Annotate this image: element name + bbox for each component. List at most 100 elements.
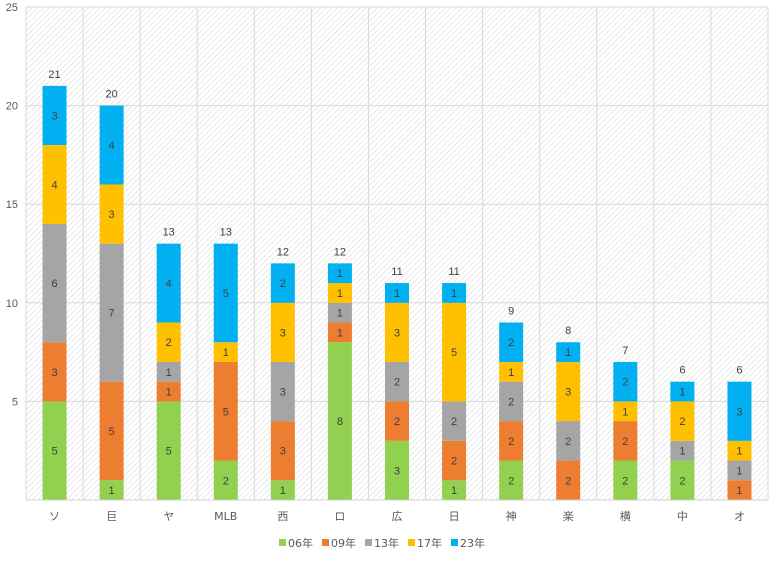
bar-stack: 5 3 6 4 3 21 [42, 69, 67, 500]
data-label: 1 [109, 485, 115, 497]
x-tick-label: 中 [677, 510, 688, 523]
total-label: 6 [736, 365, 742, 377]
y-tick-label: 15 [6, 199, 18, 211]
data-label: 2 [508, 396, 514, 408]
data-label: 2 [451, 456, 457, 468]
bar-segment [99, 480, 124, 500]
data-label: 1 [508, 367, 514, 379]
legend-label: 17年 [417, 536, 442, 550]
bar-segment [385, 440, 409, 500]
data-label: 3 [51, 110, 57, 122]
data-label: 2 [508, 337, 514, 349]
x-tick-label: 巨 [106, 510, 117, 523]
bar-segment [727, 460, 752, 481]
bar-segment [156, 243, 181, 323]
data-label: 2 [394, 377, 400, 389]
data-label: 1 [451, 485, 457, 497]
bar-segment [156, 361, 181, 382]
legend-item: 06年 [279, 536, 313, 550]
bar-segment [327, 322, 352, 343]
data-label: 1 [280, 485, 286, 497]
bar-segment [442, 440, 467, 481]
x-tick-label: ソ [49, 510, 60, 523]
bar-segment [327, 342, 352, 500]
legend-label: 23年 [460, 536, 485, 550]
bar-segment [499, 421, 524, 461]
bar-segment [385, 361, 409, 402]
bar-segment [327, 263, 352, 284]
legend-label: 09年 [331, 536, 356, 550]
data-label: 2 [565, 436, 571, 448]
data-label: 1 [166, 387, 172, 399]
data-label: 2 [508, 475, 514, 487]
gridlines [25, 6, 769, 500]
legend-item: 13年 [365, 536, 399, 550]
bar-stack: 2 1 2 1 6 [670, 365, 695, 500]
bar-stack: 1 3 3 3 2 12 [270, 246, 295, 500]
bar-stack: 2 2 1 2 7 [613, 345, 638, 500]
data-label: 1 [736, 485, 742, 497]
bar-segment [442, 283, 467, 303]
data-label: 3 [51, 367, 57, 379]
bar-stack: 1 5 7 3 4 20 [99, 89, 124, 500]
total-label: 8 [565, 325, 571, 337]
data-label: 2 [565, 475, 571, 487]
legend-item: 09年 [322, 536, 356, 550]
total-label: 13 [220, 227, 232, 239]
bar-stack: 8 1 1 1 1 12 [327, 246, 352, 500]
data-label: 3 [736, 406, 742, 418]
bar-segment [499, 460, 524, 500]
bar-segment [727, 381, 752, 441]
bar-segment [556, 361, 581, 422]
legend-swatch [451, 539, 458, 546]
bar-segment [270, 302, 295, 362]
total-label: 9 [508, 306, 514, 318]
x-tick-label: 日 [449, 510, 460, 523]
data-label: 7 [109, 308, 115, 320]
x-tick-label: ロ [334, 510, 345, 523]
bar-stack: 5 1 1 2 4 13 [156, 227, 181, 500]
data-label: 1 [565, 347, 571, 359]
legend: 06年 09年 13年 17年 23年 [279, 536, 485, 550]
legend-item: 17年 [408, 536, 442, 550]
data-label: 1 [736, 465, 742, 477]
bar-segment [670, 401, 695, 441]
data-label: 2 [622, 436, 628, 448]
data-label: 5 [223, 406, 229, 418]
bar-segment [213, 342, 238, 362]
bar-segment [727, 480, 752, 500]
x-tick-label: 横 [620, 509, 631, 523]
bar-segment [556, 460, 581, 500]
bar-segment [385, 302, 409, 362]
data-label: 2 [622, 377, 628, 389]
data-label: 1 [337, 288, 343, 300]
bar-segment [499, 322, 524, 362]
bar-segment [156, 381, 181, 402]
bar-segment [613, 361, 638, 402]
y-tick-label: 20 [6, 101, 18, 113]
total-label: 20 [105, 89, 117, 101]
data-label: 2 [622, 475, 628, 487]
bar-segment [213, 460, 238, 500]
data-label: 1 [223, 347, 229, 359]
data-label: 3 [394, 327, 400, 339]
data-label: 5 [166, 446, 172, 458]
total-label: 6 [679, 365, 685, 377]
bar-segment [385, 401, 409, 441]
legend-swatch [365, 539, 372, 546]
bar-segment [42, 342, 67, 402]
bar-segment [442, 302, 467, 402]
data-label: 3 [280, 327, 286, 339]
bar-segment [613, 460, 638, 500]
data-label: 4 [166, 278, 172, 290]
bar-segment [42, 145, 67, 224]
data-label: 1 [337, 327, 343, 339]
bar-segment [42, 85, 67, 146]
data-label: 2 [280, 278, 286, 290]
bar-segment [270, 480, 295, 500]
data-label: 3 [394, 465, 400, 477]
bar-segment [99, 243, 124, 382]
bar-segment [670, 440, 695, 461]
data-label: 1 [622, 406, 628, 418]
